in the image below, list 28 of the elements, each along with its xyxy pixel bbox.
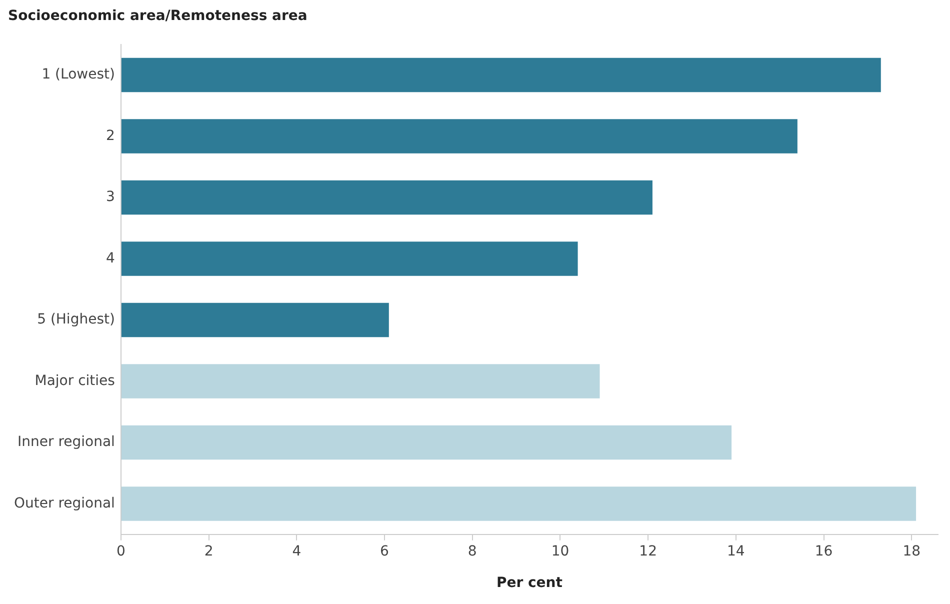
x-tick-label: 18 [902, 543, 921, 560]
x-tick-label: 6 [380, 543, 390, 560]
y-tick-label: 3 [106, 189, 115, 206]
x-axis-title: Per cent [496, 575, 563, 592]
x-tick-label: 8 [468, 543, 477, 560]
y-tick-label: 5 (Highest) [37, 312, 115, 328]
y-tick-label: Inner regional [17, 434, 115, 450]
x-tick-label: 12 [639, 543, 657, 560]
x-tick-label: 10 [551, 543, 570, 560]
x-tick-label: 14 [727, 543, 745, 560]
x-tick-label: 4 [292, 543, 302, 560]
y-tick-label: 1 (Lowest) [42, 66, 115, 83]
x-tick-label: 0 [116, 543, 126, 560]
y-axis-title: Socioeconomic area/Remoteness area [8, 8, 308, 26]
bar [121, 242, 578, 276]
bar [121, 425, 732, 460]
bar [121, 364, 600, 398]
x-tick-label: 16 [814, 543, 833, 560]
x-tick-label: 2 [204, 543, 214, 560]
bar [121, 486, 916, 521]
bar [121, 180, 652, 215]
bar [121, 119, 798, 154]
y-tick-label: 2 [106, 128, 115, 144]
y-tick-label: Major cities [34, 372, 115, 389]
bar [121, 58, 881, 92]
y-tick-label: Outer regional [14, 495, 115, 512]
bar [121, 302, 389, 338]
y-tick-label: 4 [106, 250, 116, 266]
